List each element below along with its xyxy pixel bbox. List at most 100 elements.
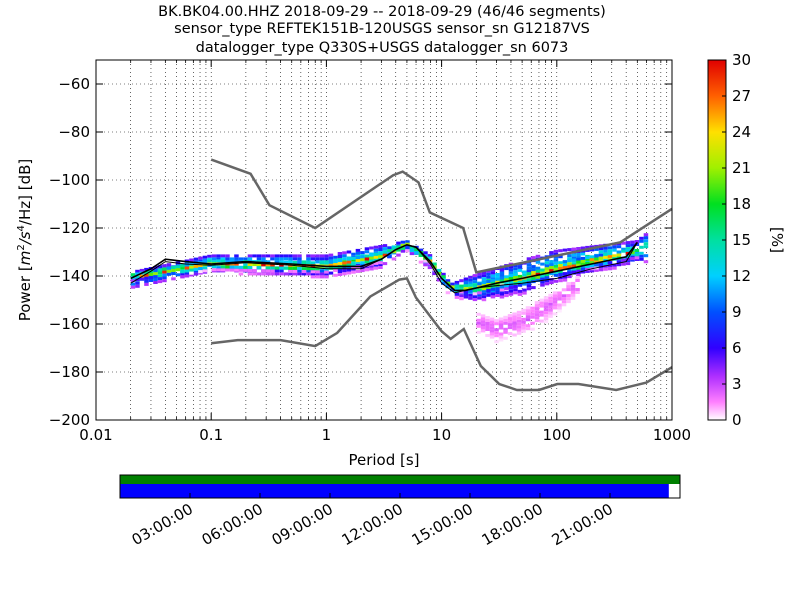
density-cell — [480, 323, 486, 327]
density-cell — [531, 265, 536, 269]
density-cell — [378, 261, 383, 265]
density-cell — [436, 278, 442, 282]
density-cell — [283, 260, 289, 264]
density-cell — [256, 254, 262, 258]
density-cell — [552, 291, 558, 295]
density-cell — [476, 312, 481, 316]
density-cell — [535, 269, 541, 273]
density-cell — [589, 245, 595, 249]
density-cell — [171, 269, 176, 272]
colorbar-tick-label: 18 — [732, 195, 751, 213]
density-cell — [543, 302, 549, 306]
density-cell — [382, 253, 388, 257]
density-cell — [144, 270, 149, 274]
density-cell — [522, 288, 527, 292]
density-cell — [418, 260, 424, 264]
density-cell — [495, 273, 500, 276]
density-cell — [202, 260, 208, 264]
density-cell — [243, 268, 248, 272]
density-cell — [544, 261, 550, 265]
density-cell — [543, 311, 549, 315]
density-cell — [517, 283, 523, 287]
density-cell — [220, 268, 226, 272]
density-cell — [360, 251, 365, 255]
density-cell — [489, 332, 495, 336]
density-cell — [549, 263, 554, 267]
density-cell — [531, 268, 536, 272]
density-cell — [175, 265, 181, 269]
density-cell — [445, 284, 451, 288]
density-cell — [525, 324, 531, 328]
density-cell — [485, 316, 490, 319]
density-cell — [216, 266, 221, 270]
density-cell — [517, 268, 523, 272]
density-cell — [166, 272, 172, 276]
density-cell — [432, 262, 437, 266]
density-cell — [504, 284, 509, 288]
density-cell — [567, 262, 572, 266]
y-axis-label: Power [m2/s4/Hz] [dB] — [16, 159, 34, 322]
density-cell — [516, 331, 522, 335]
density-cell — [534, 310, 540, 314]
density-cell — [184, 263, 190, 267]
density-cell — [552, 312, 558, 316]
density-cell — [270, 263, 275, 267]
density-cell — [567, 254, 572, 258]
density-cell — [607, 264, 613, 268]
density-cell — [315, 272, 320, 276]
density-cell — [459, 294, 464, 298]
density-cell — [139, 277, 145, 281]
density-cell — [342, 257, 347, 261]
density-cell — [499, 276, 505, 280]
density-cell — [566, 285, 571, 289]
density-cell — [234, 268, 239, 272]
density-cell — [553, 249, 559, 253]
density-cell — [562, 263, 568, 267]
density-cell — [360, 255, 365, 259]
density-cell — [130, 273, 136, 277]
density-cell — [396, 248, 401, 252]
density-cell — [360, 266, 365, 270]
density-cell — [261, 272, 266, 276]
time-tick-label: 03:00:00 — [129, 500, 196, 549]
density-cell — [463, 295, 469, 299]
density-cell — [180, 264, 185, 268]
density-cell — [382, 262, 388, 266]
density-cell — [570, 293, 576, 297]
density-cell — [346, 268, 352, 272]
density-cell — [202, 266, 208, 270]
density-cell — [567, 259, 572, 263]
density-cell — [342, 254, 347, 258]
density-cell — [324, 275, 329, 279]
density-cell — [553, 267, 559, 271]
density-cell — [369, 256, 374, 260]
density-cell — [310, 257, 316, 261]
density-cell — [589, 248, 595, 252]
density-cell — [535, 260, 541, 264]
density-cell — [549, 251, 554, 255]
density-cell — [552, 306, 558, 310]
density-cell — [355, 256, 361, 260]
density-cell — [346, 250, 352, 254]
density-cell — [364, 260, 370, 264]
density-cell — [211, 257, 217, 261]
density-cell — [274, 260, 280, 264]
density-cell — [468, 286, 473, 290]
density-cell — [333, 255, 338, 259]
density-cell — [594, 263, 599, 267]
density-cell — [521, 329, 526, 333]
density-cell — [612, 245, 617, 249]
colorbar-tick-label: 21 — [732, 159, 751, 177]
density-cell — [594, 260, 599, 264]
density-cell — [585, 245, 590, 249]
density-cell — [364, 257, 370, 261]
density-cell — [162, 267, 167, 271]
density-cell — [639, 245, 644, 249]
density-cell — [193, 272, 199, 276]
density-cell — [247, 254, 253, 258]
density-cell — [180, 270, 185, 274]
density-cell — [405, 245, 410, 249]
density-cell — [540, 268, 545, 272]
density-cell — [495, 291, 500, 294]
density-cell — [288, 260, 293, 264]
